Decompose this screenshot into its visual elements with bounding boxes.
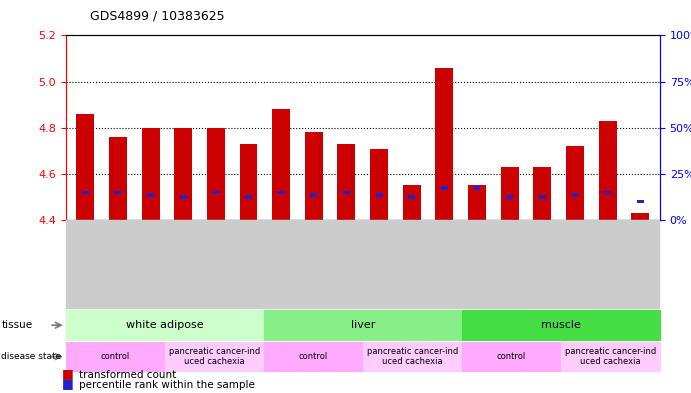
Bar <box>180 195 187 199</box>
Bar <box>142 128 160 220</box>
Bar <box>82 191 88 194</box>
Bar <box>571 193 578 196</box>
Bar <box>305 132 323 220</box>
Text: GDS4899 / 10383625: GDS4899 / 10383625 <box>90 10 225 23</box>
Bar <box>501 167 519 220</box>
Text: pancreatic cancer-ind
uced cachexia: pancreatic cancer-ind uced cachexia <box>565 347 656 366</box>
Bar <box>403 185 421 220</box>
Bar <box>637 200 644 204</box>
Bar <box>109 137 127 220</box>
Bar <box>376 193 383 196</box>
Bar <box>441 186 448 189</box>
Bar <box>240 144 258 220</box>
Bar <box>245 195 252 199</box>
Bar <box>539 195 546 199</box>
Bar <box>115 191 122 194</box>
Bar <box>435 68 453 220</box>
Text: liver: liver <box>350 320 375 330</box>
Bar <box>278 191 285 194</box>
Text: pancreatic cancer-ind
uced cachexia: pancreatic cancer-ind uced cachexia <box>169 347 260 366</box>
Text: white adipose: white adipose <box>126 320 204 330</box>
Bar <box>343 191 350 194</box>
Bar <box>468 185 486 220</box>
Bar <box>632 213 650 220</box>
Bar <box>272 109 290 220</box>
Bar <box>566 146 584 220</box>
Text: ■: ■ <box>62 367 74 380</box>
Text: ■: ■ <box>62 377 74 390</box>
Text: pancreatic cancer-ind
uced cachexia: pancreatic cancer-ind uced cachexia <box>367 347 458 366</box>
Bar <box>473 186 480 189</box>
Text: muscle: muscle <box>541 320 581 330</box>
Bar <box>533 167 551 220</box>
Bar <box>310 193 317 196</box>
Bar <box>370 149 388 220</box>
Bar <box>598 121 616 220</box>
Bar <box>207 128 225 220</box>
Bar <box>212 191 219 194</box>
Bar <box>337 144 355 220</box>
Text: percentile rank within the sample: percentile rank within the sample <box>79 380 256 390</box>
Text: transformed count: transformed count <box>79 371 177 380</box>
Bar <box>174 128 192 220</box>
Bar <box>76 114 94 220</box>
Text: control: control <box>101 352 130 361</box>
Text: control: control <box>299 352 328 361</box>
Text: control: control <box>497 352 526 361</box>
Text: tissue: tissue <box>1 320 32 330</box>
Text: disease state: disease state <box>1 352 61 361</box>
Bar <box>507 195 513 199</box>
Bar <box>408 195 415 199</box>
Bar <box>604 191 611 194</box>
Bar <box>147 193 154 196</box>
